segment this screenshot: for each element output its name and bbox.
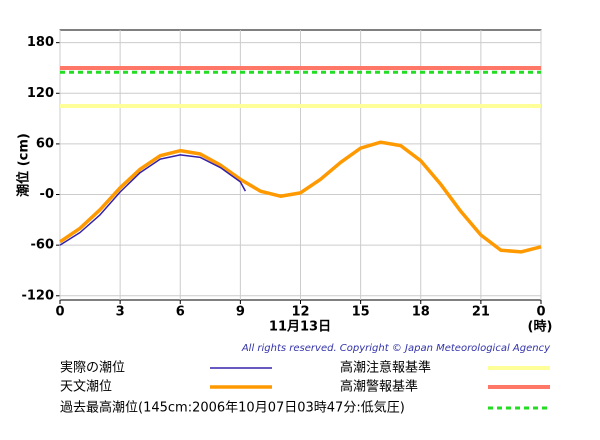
legend-label: 実際の潮位 (60, 360, 125, 376)
copyright: All rights reserved. Copyright © Japan M… (241, 343, 551, 354)
x-tick-label: 6 (176, 305, 185, 320)
x-axis-label: 11月13日 (269, 320, 331, 335)
legend-label: 高潮注意報基準 (340, 360, 431, 376)
x-tick-label: 9 (236, 305, 245, 320)
y-tick-label: 120 (27, 86, 54, 101)
y-tick-label: -60 (31, 238, 55, 253)
x-tick-label: 12 (291, 305, 309, 320)
y-tick-label: -0 (40, 187, 54, 202)
x-tick-label: 21 (472, 305, 490, 320)
y-tick-label: 180 (27, 35, 54, 50)
y-tick-label: 60 (36, 136, 54, 151)
x-tick-label: 3 (116, 305, 125, 320)
y-axis-label: 潮位 (cm) (16, 133, 32, 197)
tide-line (59, 140, 542, 254)
x-tick-label: 18 (412, 305, 430, 320)
legend-label: 過去最高潮位(145cm:2006年10月07日03時47分:低気圧) (60, 400, 405, 416)
legend-label: 天文潮位 (60, 380, 112, 395)
x-tick-label: 0 (536, 305, 545, 320)
legend-label: 高潮警報基準 (340, 379, 418, 395)
y-tick-label: -120 (21, 288, 54, 303)
tide-line (59, 154, 247, 246)
x-tick-label: 15 (352, 305, 370, 320)
x-unit: (時) (528, 319, 553, 335)
x-tick-label: 0 (55, 305, 64, 320)
